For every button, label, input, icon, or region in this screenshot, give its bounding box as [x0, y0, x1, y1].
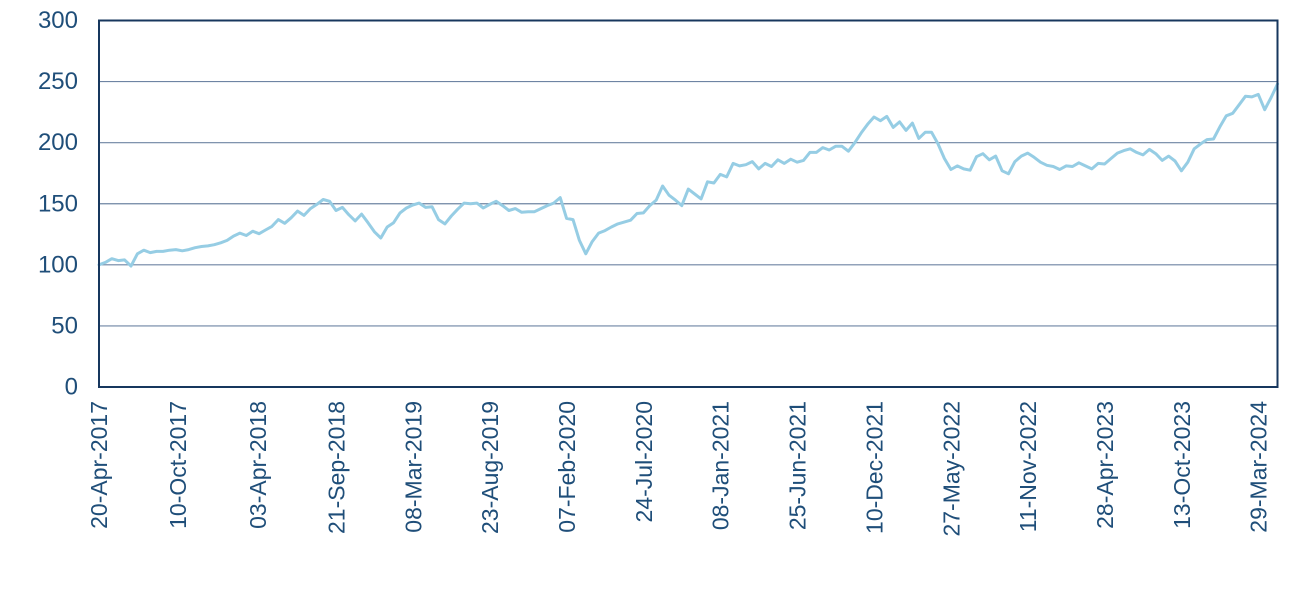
- x-tick-label: 08-Jan-2021: [708, 401, 734, 530]
- y-tick-label: 250: [38, 68, 78, 95]
- y-tick-label: 300: [38, 7, 78, 34]
- x-tick-label: 27-May-2022: [938, 401, 964, 537]
- x-tick-label: 13-Oct-2023: [1169, 401, 1195, 529]
- series-line: [97, 82, 1279, 268]
- plot-border: [98, 19, 1279, 388]
- y-tick-label: 150: [38, 190, 78, 217]
- x-tick-label: 07-Feb-2020: [554, 401, 580, 533]
- x-tick-label: 23-Aug-2019: [477, 401, 503, 534]
- x-tick-label: 20-Apr-2017: [86, 401, 112, 529]
- x-tick-label: 11-Nov-2022: [1015, 401, 1041, 532]
- y-tick-label: 200: [38, 129, 78, 156]
- x-tick-label: 03-Apr-2018: [245, 401, 271, 529]
- y-tick-label: 0: [65, 374, 78, 401]
- y-tick-label: 100: [38, 251, 78, 278]
- x-tick-label: 25-Jun-2021: [785, 401, 811, 530]
- x-tick-label: 28-Apr-2023: [1092, 401, 1118, 529]
- x-tick-label: 08-Mar-2019: [400, 401, 426, 533]
- x-tick-label: 29-Mar-2024: [1246, 401, 1272, 533]
- x-tick-label: 10-Oct-2017: [165, 401, 191, 529]
- x-tick-label: 21-Sep-2018: [323, 401, 349, 534]
- x-tick-label: 10-Dec-2021: [861, 401, 887, 534]
- x-tick-label: 24-Jul-2020: [631, 401, 657, 522]
- y-tick-label: 50: [51, 312, 78, 339]
